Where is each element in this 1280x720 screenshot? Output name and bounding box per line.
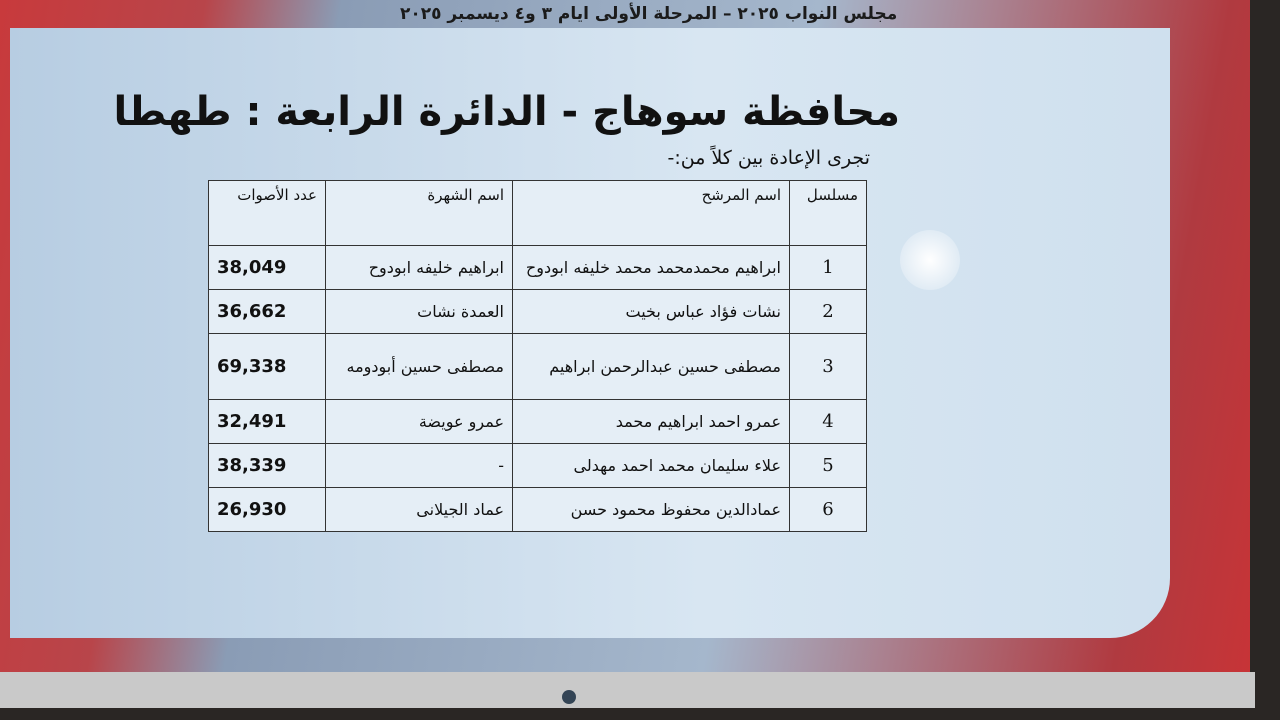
cell-votes: 69,338 <box>208 333 326 400</box>
cell-serial: 2 <box>789 289 867 334</box>
header-nickname: اسم الشهرة <box>325 180 513 246</box>
cell-nickname: - <box>325 443 513 488</box>
table-row: 1 ابراهيم محمدمحمد محمد خليفه ابودوح ابراه… <box>208 245 867 290</box>
cell-nickname: عماد الجيلانى <box>325 487 513 532</box>
cell-name: نشات فؤاد عباس بخيت <box>512 289 790 334</box>
slide-banner: مجلس النواب ٢٠٢٥ – المرحلة الأولى ايام ٣… <box>400 4 898 24</box>
cell-nickname: ابراهيم خليفه ابودوح <box>325 245 513 290</box>
table-row: 4 عمرو احمد ابراهيم محمد عمرو عويضة 32,491 <box>208 399 867 444</box>
cell-nickname: عمرو عويضة <box>325 399 513 444</box>
cell-name: ابراهيم محمدمحمد محمد خليفه ابودوح <box>512 245 790 290</box>
cell-name: عمادالدين محفوظ محمود حسن <box>512 487 790 532</box>
cell-serial: 5 <box>789 443 867 488</box>
candidates-table: مسلسل اسم المرشح اسم الشهرة عدد الأصوات … <box>208 180 867 532</box>
cell-votes: 36,662 <box>208 289 326 334</box>
header-serial: مسلسل <box>789 180 867 246</box>
cell-votes: 26,930 <box>208 487 326 532</box>
cell-name: مصطفى حسين عبدالرحمن ابراهيم <box>512 333 790 400</box>
monitor-bezel <box>0 672 1255 708</box>
camera-icon <box>562 690 576 704</box>
display-screen: مجلس النواب ٢٠٢٥ – المرحلة الأولى ايام ٣… <box>0 0 1250 672</box>
header-votes: عدد الأصوات <box>208 180 326 246</box>
table-row: 6 عمادالدين محفوظ محمود حسن عماد الجيلانى 2… <box>208 487 867 532</box>
cell-votes: 32,491 <box>208 399 326 444</box>
cell-serial: 3 <box>789 333 867 400</box>
header-name: اسم المرشح <box>512 180 790 246</box>
cell-votes: 38,049 <box>208 245 326 290</box>
cell-serial: 1 <box>789 245 867 290</box>
cell-votes: 38,339 <box>208 443 326 488</box>
cell-name: عمرو احمد ابراهيم محمد <box>512 399 790 444</box>
table-row: 5 علاء سليمان محمد احمد مهدلى -38,339 <box>208 443 867 488</box>
slide-subtitle: تجرى الإعادة بين كلاً من:- <box>667 147 871 169</box>
table-row: 3 مصطفى حسين عبدالرحمن ابراهيم مصطفى حسين … <box>208 333 867 400</box>
slide-title: محافظة سوهاج - الدائرة الرابعة : طهطا <box>113 89 900 135</box>
cell-name: علاء سليمان محمد احمد مهدلى <box>512 443 790 488</box>
table-row: 2 نشات فؤاد عباس بخيت العمدة نشات 36,662 <box>208 289 867 334</box>
light-glare <box>900 230 960 290</box>
cell-nickname: العمدة نشات <box>325 289 513 334</box>
cell-serial: 6 <box>789 487 867 532</box>
cell-nickname: مصطفى حسين أبودومه <box>325 333 513 400</box>
cell-serial: 4 <box>789 399 867 444</box>
